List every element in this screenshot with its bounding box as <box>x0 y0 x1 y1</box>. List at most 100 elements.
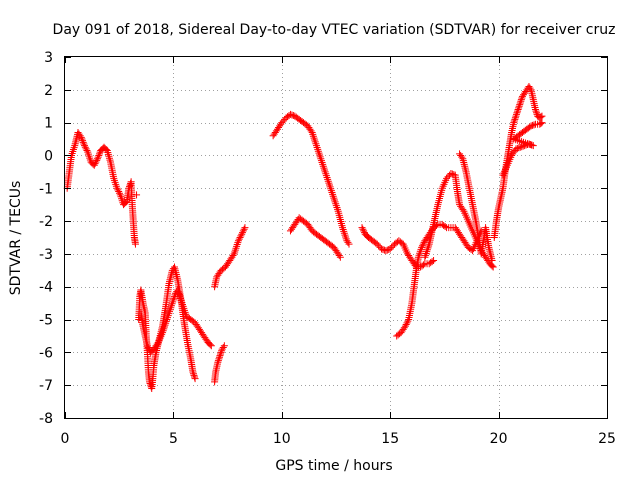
y-tick-label: -8 <box>39 411 53 427</box>
data-point <box>115 189 123 197</box>
data-point <box>114 186 122 194</box>
series-trace-a <box>63 128 141 248</box>
data-point <box>430 256 438 264</box>
data-point <box>314 145 322 153</box>
data-point <box>316 151 324 159</box>
series-trace-k <box>490 83 546 241</box>
data-point <box>448 170 456 178</box>
data-point <box>241 224 249 232</box>
data-point <box>378 245 386 253</box>
data-point <box>358 224 366 232</box>
data-point <box>239 229 247 237</box>
data-point <box>279 117 287 125</box>
data-point <box>144 343 152 351</box>
data-point <box>344 238 352 246</box>
y-tick-label: -4 <box>39 280 53 296</box>
data-point <box>526 84 534 92</box>
data-point <box>95 150 103 158</box>
data-point <box>322 170 330 178</box>
y-tick-label: -6 <box>39 345 53 361</box>
data-point <box>527 122 535 130</box>
data-point <box>418 243 426 251</box>
data-point <box>191 375 199 383</box>
data-point <box>444 173 452 181</box>
data-point <box>333 203 341 211</box>
plot-frame <box>64 56 608 419</box>
data-point <box>322 172 330 180</box>
data-point <box>115 188 123 196</box>
data-point <box>513 144 521 152</box>
data-point <box>513 109 521 117</box>
data-point <box>537 119 545 127</box>
series-trace-g <box>358 224 438 271</box>
data-point <box>537 113 545 121</box>
data-point <box>404 317 412 325</box>
data-point <box>335 252 343 260</box>
data-point <box>80 140 88 148</box>
data-point <box>360 227 368 235</box>
data-point <box>515 104 523 112</box>
data-points <box>63 83 546 392</box>
data-point <box>388 243 396 251</box>
data-point <box>216 352 224 360</box>
series-trace-h <box>393 220 485 340</box>
data-point <box>94 155 102 163</box>
data-point <box>336 253 344 261</box>
data-point <box>517 97 525 105</box>
data-point <box>79 138 87 146</box>
data-point <box>153 340 161 348</box>
data-point <box>288 111 296 119</box>
data-point <box>191 373 199 381</box>
data-point <box>425 242 433 250</box>
data-point <box>334 205 342 213</box>
y-tick-label: -3 <box>39 247 53 263</box>
data-point <box>217 348 225 356</box>
data-point <box>95 151 103 159</box>
data-point <box>441 223 449 231</box>
data-point <box>234 237 242 245</box>
data-point <box>319 162 327 170</box>
data-point <box>215 355 223 363</box>
data-point <box>126 181 134 189</box>
data-point <box>314 147 322 155</box>
data-point <box>236 234 244 241</box>
data-point <box>419 240 427 248</box>
data-point <box>320 164 328 172</box>
series-trace-l <box>499 119 546 179</box>
data-point <box>307 127 315 135</box>
data-point <box>330 196 338 204</box>
y-tick-labels: -8 -7 -6 -5 -4 -3 -2 -1 0 1 2 3 <box>39 50 53 427</box>
data-point <box>517 96 525 104</box>
data-point <box>328 188 336 196</box>
data-point <box>131 240 139 248</box>
data-point <box>174 288 182 296</box>
y-axis-label: SDTVAR / TECUs <box>8 181 24 296</box>
series-trace-c <box>137 286 215 356</box>
data-point <box>82 145 90 153</box>
x-tick-label: 25 <box>598 431 616 447</box>
data-point <box>323 173 331 181</box>
data-point <box>516 99 524 107</box>
data-point <box>516 101 524 109</box>
data-point <box>340 229 348 237</box>
x-axis-label: GPS time / hours <box>275 458 392 474</box>
data-point <box>229 252 237 260</box>
data-point <box>512 145 520 153</box>
data-point <box>312 142 320 150</box>
data-point <box>278 119 286 127</box>
data-point <box>113 184 121 192</box>
data-point <box>538 112 546 120</box>
data-point <box>511 115 519 123</box>
y-tick-label: -5 <box>39 313 53 329</box>
data-point <box>402 320 410 328</box>
data-point <box>458 153 466 161</box>
data-point <box>512 110 520 118</box>
data-point <box>189 368 197 376</box>
data-point <box>217 350 225 358</box>
data-point <box>122 198 130 206</box>
data-point <box>489 263 497 271</box>
data-point <box>383 246 391 254</box>
data-point <box>313 143 321 151</box>
data-point <box>512 112 520 120</box>
data-point <box>238 230 246 238</box>
